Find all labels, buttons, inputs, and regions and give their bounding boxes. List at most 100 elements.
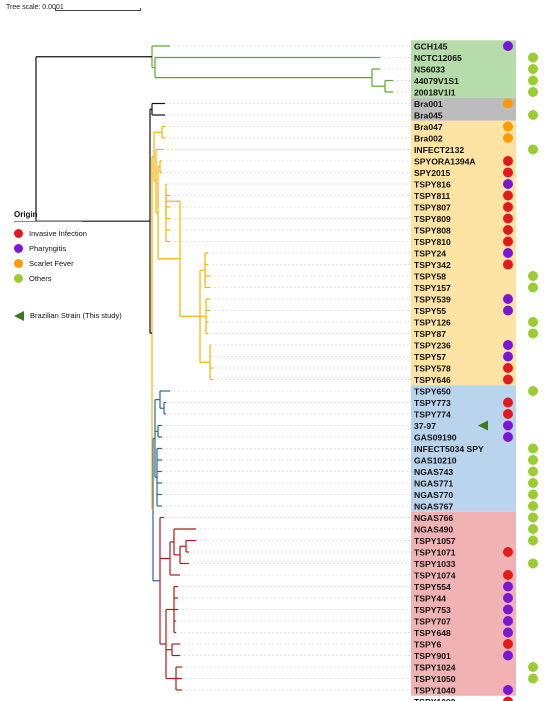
leaf-label: TSPY57 [414,352,446,362]
origin-legend: Origin Invasive Infection Pharyngitis Sc… [14,210,124,323]
origin-marker [503,685,513,695]
origin-marker [503,121,513,132]
origin-marker [528,524,538,534]
leaf-label: TSPY1009 [414,697,456,701]
leaf-label: TSPY55 [414,306,446,316]
leaf-label: GAS10210 [414,455,457,465]
origin-marker [528,386,538,396]
brazilian-strain-marker [478,420,488,431]
legend-item-pharyngitis: Pharyngitis [14,241,124,256]
origin-marker [528,443,538,454]
leaf-label: TSPY342 [414,260,451,270]
origin-marker [528,317,538,327]
tree-scale-bar [55,8,141,11]
brazilian-strain-triangle-icon [14,310,24,321]
leaf-label: SPYORA1394A [414,156,476,166]
origin-marker [528,64,538,74]
origin-marker [503,351,513,362]
origin-marker [528,478,538,488]
legend-label: Others [29,274,52,283]
legend-item-invasive: Invasive Infection [14,226,124,241]
leaf-label: NGAS767 [414,501,453,511]
leaf-guides [162,45,411,691]
leaf-label: TSPY44 [414,593,446,603]
leaf-label: TSPY1050 [414,674,456,684]
leaf-label: NGAS490 [414,524,453,534]
legend-title: Origin [14,210,82,222]
origin-marker [503,604,513,615]
clade-band-grey [411,97,516,121]
clade-bands [411,40,516,696]
origin-marker [528,673,538,684]
tree-branches [35,45,393,691]
leaf-label: TSPY6 [414,639,441,649]
origin-marker [503,547,513,557]
clade-band-green [411,40,516,98]
origin-marker [503,397,513,408]
leaf-label: Bra001 [414,99,443,109]
origin-marker [528,662,538,672]
leaf-label: Bra045 [414,110,443,120]
leaf-label: NGAS766 [414,513,453,523]
origin-marker [528,535,538,546]
leaf-label: TSPY707 [414,616,451,626]
origin-marker [503,409,513,419]
scarlet-fever-dot-icon [14,259,23,268]
leaf-label: Bra047 [414,122,443,132]
leaf-label: TSPY774 [414,409,451,419]
leaf-label: TSPY810 [414,237,451,247]
leaf-label: TSPY1040 [414,685,456,695]
leaf-label: 44079V1S1 [414,76,459,86]
leaf-label: TSPY811 [414,191,451,201]
leaf-label: TSPY1024 [414,662,456,672]
origin-marker [528,110,538,120]
leaf-label: TSPY816 [414,179,451,189]
origin-marker [503,616,513,626]
leaf-label: NS6033 [414,64,445,74]
legend-label: Brazilian Strain (This study) [30,311,122,320]
legend-label: Pharyngitis [29,244,67,253]
origin-marker [503,305,513,316]
leaf-label: TSPY126 [414,317,451,327]
leaf-label: TSPY539 [414,294,451,304]
origin-marker [503,650,513,661]
leaf-label: TSPY1071 [414,547,456,557]
clade-band-yellow [411,120,516,386]
origin-marker [503,225,513,235]
origin-marker [528,282,538,293]
leaf-label: TSPY1074 [414,570,456,580]
legend-item-others: Others [14,271,124,286]
origin-marker [503,98,513,109]
origin-marker [528,558,538,569]
origin-marker [503,420,513,431]
origin-marker [503,340,513,350]
origin-marker [503,259,513,270]
origin-marker [528,455,538,465]
leaf-label: Bra002 [414,133,443,143]
leaf-label: SPY2015 [414,168,451,178]
origin-marker [528,144,538,155]
origin-markers [478,41,538,701]
origin-marker [503,374,513,385]
origin-marker [528,512,538,523]
leaf-label: 20018V1I1 [414,87,456,97]
origin-marker [528,489,538,500]
leaf-label: TSPY807 [414,202,451,212]
origin-marker [503,202,513,212]
leaf-label: TSPY236 [414,340,451,350]
leaf-label: GAS09190 [414,432,457,442]
origin-marker [503,363,513,373]
legend-label: Scarlet Fever [29,259,74,268]
legend-label: Invasive Infection [29,229,87,238]
leaf-label: TSPY1033 [414,559,456,569]
origin-marker [503,248,513,258]
origin-marker [503,581,513,592]
leaf-label: TSPY648 [414,628,451,638]
clade-band-blue [411,385,516,512]
origin-marker [503,236,513,247]
leaf-label: TSPY809 [414,214,451,224]
leaf-label: TSPY578 [414,363,451,373]
leaf-label: TSPY808 [414,225,451,235]
leaf-label: NCTC12065 [414,53,462,63]
